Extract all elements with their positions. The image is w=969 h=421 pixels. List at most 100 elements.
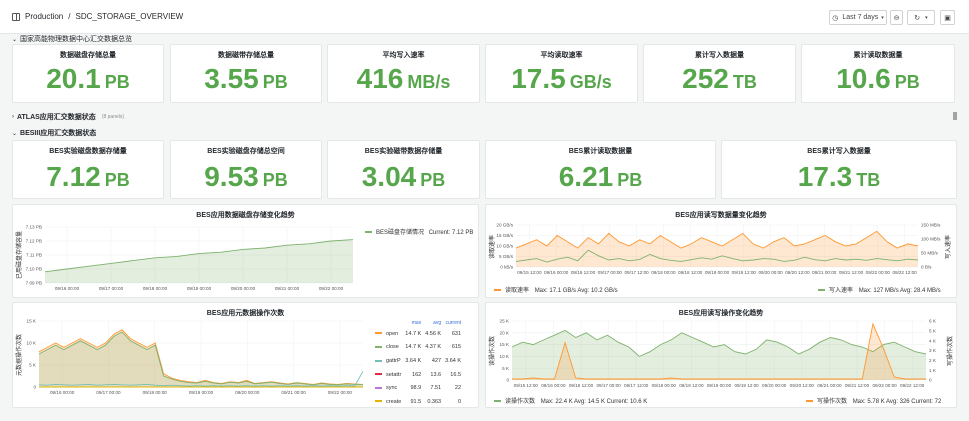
legend-swatch bbox=[375, 345, 382, 348]
row-drag-handle-icon[interactable] bbox=[953, 112, 957, 120]
x-tick-label: 09/15 12:00 bbox=[517, 270, 542, 275]
legend-max: 162 bbox=[412, 371, 422, 378]
x-tick-label: 09/22 12:00 bbox=[892, 270, 917, 275]
chevron-right-icon: › bbox=[12, 114, 14, 120]
stat-title: 累计写入数据量 bbox=[695, 52, 744, 59]
stat-title: BES累计读取数据量 bbox=[568, 148, 633, 155]
legend-swatch bbox=[375, 373, 382, 376]
stat-panel: 平均读取速率 17.5 GB/s bbox=[485, 44, 638, 103]
legend-current: Current: 7.12 PB bbox=[428, 230, 474, 236]
stat-panel: 累计写入数据量 252 TB bbox=[643, 44, 796, 103]
stat-number: 3.55 bbox=[204, 63, 259, 94]
x-tick-label: 09/16 12:00 bbox=[571, 270, 596, 275]
stat-unit: GB/s bbox=[569, 72, 612, 92]
stat-panel: BES累计读取数据量 6.21 PB bbox=[485, 140, 716, 199]
legend-swatch bbox=[375, 332, 382, 335]
legend-swatch bbox=[494, 289, 501, 292]
legend-table: max avg current open 14.7 K 4.56 K 631 close… bbox=[373, 319, 463, 409]
x-tick-label: 09/19 00:00 bbox=[189, 390, 214, 395]
stat-value: 9.53 PB bbox=[171, 161, 321, 193]
x-tick-label: 09/21 00:00 bbox=[812, 270, 837, 275]
x-tick-label: 09/20 00:00 bbox=[235, 390, 260, 395]
x-tick-label: 09/21 12:00 bbox=[845, 383, 870, 388]
legend-row[interactable]: sync 98.9 7.51 22 bbox=[373, 381, 463, 395]
legend-item[interactable]: 写入速率 Max: 127 MB/s Avg: 28.4 MB/s bbox=[818, 285, 941, 294]
y-right-tick-label: 100 MB/s bbox=[921, 237, 941, 242]
legend-row[interactable]: gattrP 3.64 K 427 3.64 K bbox=[373, 354, 463, 368]
stat-panel: 累计读取数据量 10.6 PB bbox=[801, 44, 955, 103]
chevron-down-icon: ▾ bbox=[881, 14, 884, 21]
y-tick-label: 7.11 PB bbox=[26, 253, 42, 258]
y-tick-label: 25 K bbox=[500, 319, 510, 324]
panel-title: BES应用元数据操作次数 bbox=[206, 310, 285, 317]
stat-value: 3.04 PB bbox=[328, 161, 479, 193]
breadcrumb: Production / SDC_STORAGE_OVERVIEW bbox=[12, 12, 183, 21]
zoom-out-button[interactable]: ⊖ bbox=[890, 10, 903, 25]
breadcrumb-folder[interactable]: Production bbox=[25, 12, 64, 21]
y-axis-label: 读取速率 bbox=[488, 235, 496, 259]
stat-number: 6.21 bbox=[558, 161, 614, 192]
x-tick-label: 09/22 00:00 bbox=[328, 390, 353, 395]
stat-title: BES实验磁带数据存储量 bbox=[364, 148, 443, 155]
legend-label: sync bbox=[386, 385, 398, 392]
row-header-overview[interactable]: ⌄ 国家高能物理数据中心汇交数据总览 bbox=[12, 34, 132, 44]
legend-header-max[interactable]: max bbox=[411, 320, 422, 326]
stat-unit: PB bbox=[262, 72, 288, 92]
y-axis-label-right: 写操作次数 bbox=[946, 336, 954, 366]
time-range-picker[interactable]: ◷ Last 7 days ▾ bbox=[829, 10, 887, 25]
x-tick-label: 09/18 12:00 bbox=[678, 270, 703, 275]
x-tick-label: 09/19 12:00 bbox=[734, 383, 759, 388]
y-right-tick-label: 6 K bbox=[929, 319, 937, 324]
legend-item[interactable]: 读取速率 Max: 17.1 GB/s Avg: 10.2 GB/s bbox=[494, 285, 618, 294]
row-header-besiii[interactable]: ⌄ BESIII应用汇交数据状态 bbox=[12, 128, 96, 138]
read-write-volume-chart: 读取速率 写入速率 20 GB/s 15 GB/s 10 GB/s 5 GB/s 0 kB/… bbox=[488, 223, 952, 275]
chevron-down-icon: ⌄ bbox=[12, 36, 18, 43]
legend-item[interactable]: 读操作次数 Max: 22.4 K Avg: 14.5 K Current: 1… bbox=[494, 396, 647, 405]
legend-max: 91.5 bbox=[410, 398, 422, 405]
refresh-button[interactable]: ↻ ▾ bbox=[907, 10, 935, 25]
legend-header-avg[interactable]: avg bbox=[433, 320, 442, 326]
x-tick-label: 09/18 00:00 bbox=[143, 286, 168, 291]
legend-header-current[interactable]: current bbox=[445, 320, 462, 326]
write-ops-series-area bbox=[512, 323, 926, 380]
stat-panel: 数据磁盘存储总量 20.1 PB bbox=[12, 44, 164, 103]
y-right-tick-label: 1 K bbox=[929, 368, 937, 373]
legend-row[interactable]: create 91.5 0.363 0 bbox=[373, 395, 463, 409]
legend-current: 16.5 bbox=[450, 371, 462, 378]
stat-unit: PB bbox=[104, 170, 130, 190]
legend-item[interactable]: BES磁盘存储情况 Current: 7.12 PB bbox=[365, 227, 473, 236]
legend-row[interactable]: close 14.7 K 4.37 K 615 bbox=[373, 341, 463, 355]
tv-mode-button[interactable]: ▣ bbox=[940, 10, 955, 25]
stat-number: 416 bbox=[356, 63, 404, 94]
y-tick-label: 15 K bbox=[500, 342, 510, 347]
legend-current: 615 bbox=[451, 344, 462, 351]
y-right-tick-label: 0 B/s bbox=[921, 265, 932, 270]
stat-unit: TB bbox=[732, 72, 757, 92]
y-tick-label: 10 GB/s bbox=[496, 244, 513, 249]
stat-unit: PB bbox=[617, 170, 643, 190]
read-ops-series-area bbox=[512, 330, 926, 380]
x-tick-label: 09/18 12:00 bbox=[679, 383, 704, 388]
stat-value: 252 TB bbox=[644, 63, 795, 95]
y-tick-label: 5 GB/s bbox=[499, 254, 514, 259]
legend-label: 读取速率 bbox=[505, 288, 530, 294]
dashboard-title[interactable]: SDC_STORAGE_OVERVIEW bbox=[75, 12, 184, 21]
x-tick-label: 09/20 00:00 bbox=[231, 286, 256, 291]
read-write-ops-chart: 读操作次数 写操作次数 25 K 20 K 15 K 10 K 5 K 0 6 K 5 K 4 K 3… bbox=[488, 319, 954, 388]
x-tick-label: 09/19 00:00 bbox=[707, 383, 732, 388]
x-tick-label: 09/19 12:00 bbox=[732, 270, 757, 275]
stat-value: 416 MB/s bbox=[328, 63, 479, 95]
stat-panel: 平均写入速率 416 MB/s bbox=[327, 44, 480, 103]
y-tick-label: 15 GB/s bbox=[496, 233, 513, 238]
x-tick-label: 09/18 00:00 bbox=[652, 383, 677, 388]
panel-title: BES应用数据磁盘存储变化趋势 bbox=[196, 212, 295, 219]
legend-label: gattrP bbox=[386, 357, 401, 364]
legend-current: 3.64 K bbox=[445, 357, 462, 364]
legend-current: 631 bbox=[451, 330, 462, 337]
legend-item[interactable]: 写操作次数 Max: 5.78 K Avg: 326 Current: 72 bbox=[806, 396, 941, 405]
dashboards-grid-icon[interactable] bbox=[12, 12, 20, 21]
y-axis-label-right: 写入速率 bbox=[944, 235, 952, 259]
row-header-atlas[interactable]: › ATLAS应用汇交数据状态 (8 panels) bbox=[12, 112, 124, 122]
legend-row[interactable]: setattr 162 13.6 16.5 bbox=[373, 368, 463, 382]
legend-row[interactable]: open 14.7 K 4.56 K 631 bbox=[373, 327, 463, 341]
